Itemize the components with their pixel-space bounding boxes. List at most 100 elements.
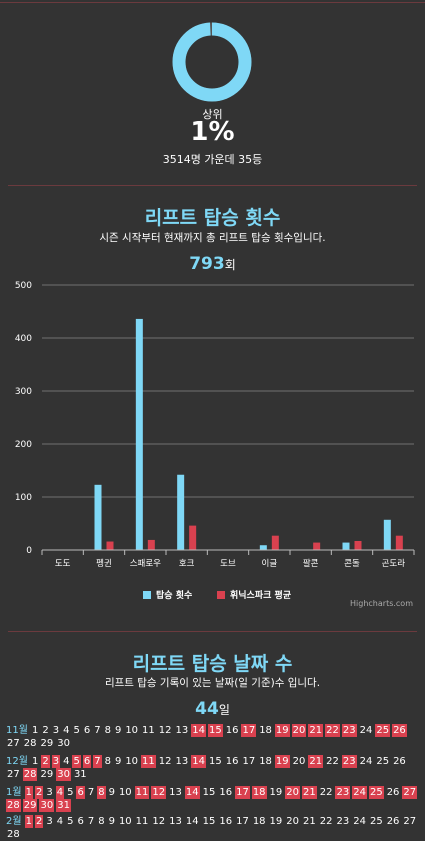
calendar-day: 22 xyxy=(319,787,333,798)
x-tick-label: 콘돌 xyxy=(344,559,360,569)
top-divider xyxy=(0,2,425,3)
calendar-day-ridden: 12 xyxy=(151,786,167,799)
calendar-day: 4 xyxy=(63,725,70,736)
calendar-day: 9 xyxy=(108,787,115,798)
calendar-day-ridden: 2 xyxy=(34,786,44,799)
calendar-day-ridden: 23 xyxy=(335,786,351,799)
calendar-day: 19 xyxy=(269,816,283,827)
bar-rides xyxy=(135,318,143,550)
calendar-day-ridden: 6 xyxy=(82,755,92,768)
calendar-month-row: 2월 1 2 3 4 5 6 7 8 9 10 11 12 13 14 15 16 17 18 19 20 21 22 23 2… xyxy=(6,815,420,841)
lift-count-unit: 회 xyxy=(224,258,236,272)
x-tick-label: 이글 xyxy=(262,558,278,569)
x-tick-label: 도브 xyxy=(220,559,236,569)
calendar-day: 26 xyxy=(386,787,400,798)
calendar-day-ridden: 5 xyxy=(72,755,81,768)
calendar-day: 17 xyxy=(236,816,249,827)
calendar-day: 5 xyxy=(73,725,80,736)
calendar-day-ridden: 15 xyxy=(207,724,223,737)
legend-swatch-average xyxy=(217,590,225,599)
calendar-day: 27 xyxy=(403,816,417,827)
bar-average xyxy=(271,535,279,550)
calendar-day-ridden: 17 xyxy=(241,724,257,737)
calendar-day: 2 xyxy=(42,725,49,736)
calendar-day: 18 xyxy=(252,816,266,827)
calendar-day: 16 xyxy=(219,787,233,798)
calendar-day: 18 xyxy=(259,756,272,767)
calendar-day-ridden: 19 xyxy=(274,755,290,768)
calendar-day: 15 xyxy=(208,756,222,767)
calendar-day: 17 xyxy=(242,756,256,767)
calendar-day-ridden: 11 xyxy=(134,786,150,799)
calendar-day-ridden: 28 xyxy=(22,768,38,781)
lift-count-total: 793회 xyxy=(0,254,425,274)
calendar-day: 16 xyxy=(219,816,233,827)
calendar-day: 7 xyxy=(87,816,95,827)
calendar-day: 10 xyxy=(118,816,132,827)
legend-item-average[interactable]: 휘닉스파크 평균 xyxy=(217,588,291,601)
calendar-day: 19 xyxy=(269,787,283,798)
calendar-day-ridden: 19 xyxy=(274,724,290,737)
chart-credit[interactable]: Highcharts.com xyxy=(350,599,413,608)
calendar-day: 11 xyxy=(135,816,149,827)
calendar-day-ridden: 30 xyxy=(39,799,55,812)
calendar-day: 7 xyxy=(87,787,95,798)
calendar-day: 16 xyxy=(225,756,239,767)
calendar-day: 29 xyxy=(40,769,54,780)
calendar-day: 6 xyxy=(83,725,91,736)
lift-count-subtitle: 시즌 시작부터 현재까지 총 리프트 탑승 횟수입니다. xyxy=(99,232,326,244)
calendar-day: 8 xyxy=(98,816,105,827)
lift-days-title: 리프트 탑승 날짜 수 xyxy=(132,653,293,675)
calendar-day-ridden: 1 xyxy=(24,786,33,799)
x-tick-label: 호크 xyxy=(179,559,195,569)
calendar-day-ridden: 2 xyxy=(41,755,50,768)
calendar-day: 4 xyxy=(63,756,70,767)
calendar-day: 5 xyxy=(67,816,74,827)
calendar-day: 25 xyxy=(376,756,390,767)
calendar-day: 31 xyxy=(73,769,87,780)
legend-item-rides[interactable]: 탑승 횟수 xyxy=(143,588,192,601)
y-tick-label: 200 xyxy=(15,440,32,450)
x-tick-label: 스패로우 xyxy=(130,558,161,569)
calendar-day: 23 xyxy=(336,816,350,827)
calendar-day: 27 xyxy=(7,738,20,749)
calendar-day: 15 xyxy=(202,787,216,798)
calendar-day-ridden: 23 xyxy=(341,724,357,737)
lift-count-chart: 0 100 200 300 400 500 도도 펭귄 스패로우 호크 도브 이글 팔콘 콘돌 곤도라 xyxy=(15,281,415,569)
calendar-day-ridden: 24 xyxy=(352,786,367,799)
calendar-day: 9 xyxy=(114,756,122,767)
lift-days-number: 44 xyxy=(195,699,219,719)
calendar-day-ridden: 26 xyxy=(392,724,407,737)
bar-average xyxy=(354,540,362,550)
calendar-day-ridden: 21 xyxy=(308,755,324,768)
rank-description: 3514명 가운데 35등 xyxy=(162,153,263,166)
calendar-day: 29 xyxy=(40,738,54,749)
x-tick-label: 팔콘 xyxy=(303,558,319,569)
calendar-day: 27 xyxy=(7,769,20,780)
calendar-day-ridden: 1 xyxy=(24,815,33,828)
calendar-day: 24 xyxy=(359,725,373,736)
calendar-day-ridden: 31 xyxy=(56,799,71,812)
calendar-day: 22 xyxy=(326,756,339,767)
calendar-day-ridden: 21 xyxy=(302,786,317,799)
rank-value: 1% xyxy=(190,117,235,147)
calendar-day: 7 xyxy=(94,725,101,736)
y-tick-label: 400 xyxy=(15,334,32,344)
bar-rides xyxy=(342,542,350,550)
calendar-day: 10 xyxy=(118,787,132,798)
calendar-day: 8 xyxy=(104,725,111,736)
y-tick-label: 500 xyxy=(15,281,32,291)
calendar-day: 26 xyxy=(386,816,400,827)
bar-average xyxy=(395,535,403,550)
calendar-day-ridden: 20 xyxy=(285,786,301,799)
calendar-day: 9 xyxy=(108,816,115,827)
bar-rides xyxy=(259,545,267,550)
section-divider xyxy=(8,185,417,186)
calendar-day: 26 xyxy=(393,756,406,767)
calendar-day-ridden: 25 xyxy=(375,724,391,737)
calendar-month-label: 11월 xyxy=(6,725,28,736)
calendar-day: 13 xyxy=(169,816,182,827)
calendar-day-ridden: 25 xyxy=(368,786,384,799)
calendar-day-ridden: 21 xyxy=(308,724,324,737)
calendar-day: 14 xyxy=(185,816,199,827)
